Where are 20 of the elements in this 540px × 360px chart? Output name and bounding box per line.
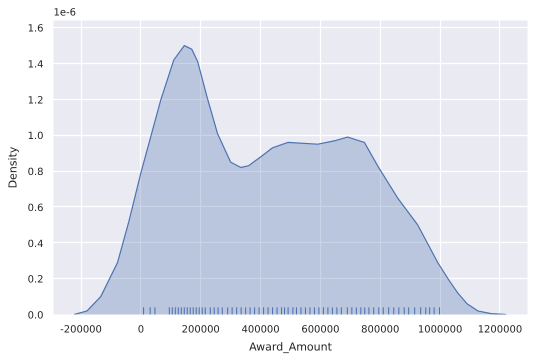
y-axis-title: Density xyxy=(6,146,20,188)
x-tick-label: 1200000 xyxy=(478,324,522,336)
x-tick-label: 1000000 xyxy=(418,324,462,336)
y-tick-label: 0.4 xyxy=(28,238,44,250)
x-tick-label: 200000 xyxy=(182,324,220,336)
y-tick-label: 0.8 xyxy=(28,167,44,178)
x-axis-title: Award_Amount xyxy=(249,340,333,354)
x-tick-label: 400000 xyxy=(241,324,280,336)
text: 1e-6 xyxy=(54,8,76,18)
y-tick-label: 1.4 xyxy=(28,60,44,71)
x-tick-label: 800000 xyxy=(361,324,400,336)
x-tick-label: 600000 xyxy=(301,324,340,336)
y-tick-label: 0.0 xyxy=(28,310,44,322)
y-tick-label: 1.2 xyxy=(28,95,44,106)
y-tick-label: 1.0 xyxy=(28,131,44,142)
x-tick-label: 0 xyxy=(138,324,144,336)
y-tick-label: 0.6 xyxy=(28,202,44,214)
x-tick-label: -200000 xyxy=(60,324,102,336)
y-tick-label: 1.6 xyxy=(28,24,44,35)
y-tick-label: 0.2 xyxy=(28,274,44,286)
